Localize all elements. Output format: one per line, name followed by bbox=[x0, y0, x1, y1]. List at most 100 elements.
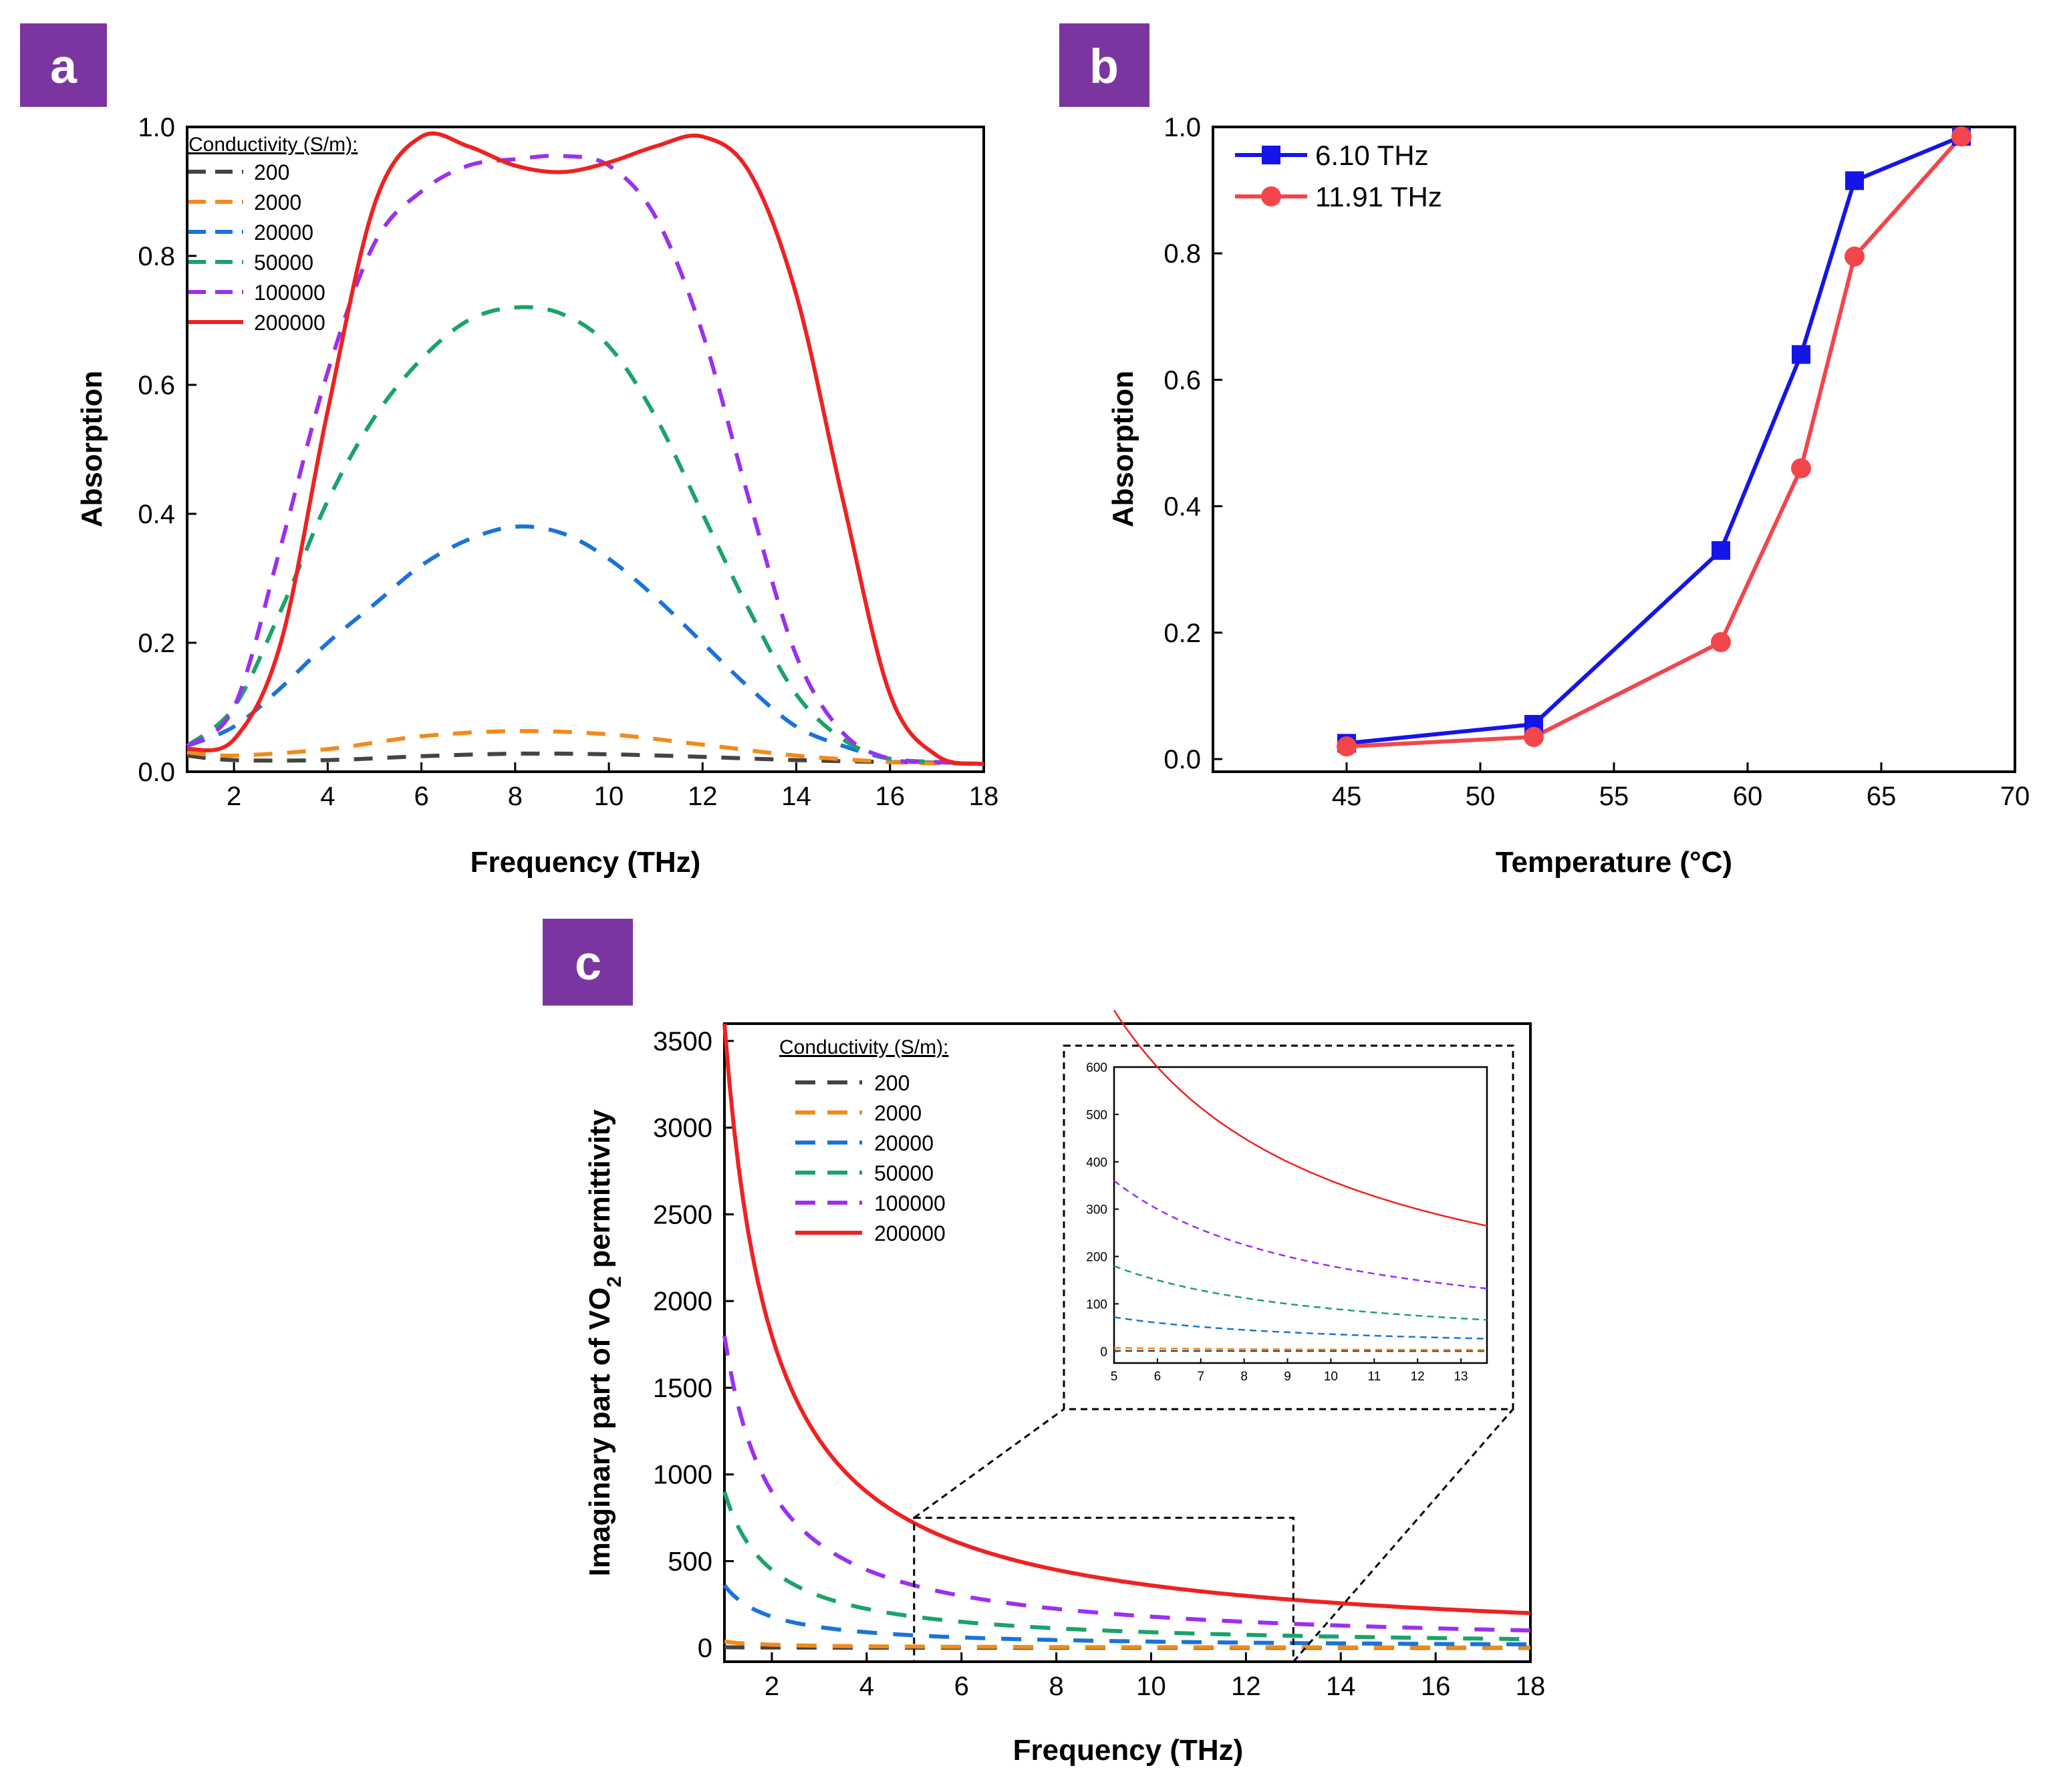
plot-frame bbox=[1213, 127, 2015, 772]
data-point-square bbox=[1712, 541, 1730, 560]
x-tick-label: 45 bbox=[1332, 782, 1362, 811]
inset-x-tick-label: 10 bbox=[1324, 1370, 1338, 1384]
data-point-circle bbox=[1711, 632, 1731, 652]
legend-label-200000: 200000 bbox=[254, 311, 325, 335]
data-point-circle bbox=[1524, 727, 1544, 747]
legend-label-200: 200 bbox=[254, 160, 289, 184]
inset-x-tick-label: 5 bbox=[1111, 1370, 1118, 1384]
y-tick-label: 1500 bbox=[653, 1374, 712, 1403]
legend-label-20000: 20000 bbox=[874, 1131, 934, 1155]
x-axis-label: Frequency (THz) bbox=[470, 846, 701, 879]
series-line-50000 bbox=[187, 307, 984, 764]
x-axis-label: Frequency (THz) bbox=[1013, 1734, 1244, 1767]
inset-x-tick-label: 8 bbox=[1240, 1370, 1248, 1384]
legend-title: Conductivity (S/m): bbox=[188, 134, 358, 156]
panel-a-badge-label: a bbox=[50, 40, 78, 94]
x-tick-label: 14 bbox=[781, 782, 811, 811]
inset-x-tick-label: 12 bbox=[1411, 1370, 1425, 1384]
inset-y-tick-label: 0 bbox=[1100, 1345, 1107, 1359]
legend-label-6-10: 6.10 THz bbox=[1315, 140, 1429, 171]
series-line-2000 bbox=[187, 731, 984, 764]
x-tick-label: 10 bbox=[594, 782, 624, 811]
inset-y-tick-label: 200 bbox=[1086, 1251, 1107, 1265]
inset-x-tick-label: 9 bbox=[1284, 1370, 1291, 1384]
data-point-circle bbox=[1337, 736, 1357, 756]
x-tick-label: 70 bbox=[2000, 782, 2030, 811]
legend-label-50000: 50000 bbox=[254, 251, 313, 275]
y-tick-label: 3000 bbox=[653, 1114, 712, 1143]
legend-label-50000: 50000 bbox=[874, 1161, 934, 1185]
y-tick-label: 2500 bbox=[653, 1200, 712, 1229]
y-tick-label: 1.0 bbox=[1164, 113, 1201, 142]
legend-marker-square bbox=[1262, 146, 1280, 164]
x-axis-label: Temperature (°C) bbox=[1496, 846, 1732, 879]
x-tick-label: 6 bbox=[414, 782, 428, 811]
inset-y-tick-label: 500 bbox=[1086, 1108, 1107, 1123]
panel-b-badge-label: b bbox=[1089, 40, 1119, 94]
series-group bbox=[1337, 126, 1971, 756]
y-tick-label: 0.8 bbox=[138, 242, 175, 271]
y-axis-label-main: Imaginary part of VO bbox=[583, 1288, 616, 1577]
series-line-20000 bbox=[187, 527, 984, 764]
x-tick-label: 10 bbox=[1136, 1672, 1166, 1701]
data-point-square bbox=[1845, 171, 1864, 190]
inset-x-tick-label: 6 bbox=[1154, 1370, 1162, 1384]
x-tick-label: 18 bbox=[969, 782, 999, 811]
x-tick-label: 8 bbox=[1049, 1672, 1063, 1701]
legend-label-200000: 200000 bbox=[874, 1221, 946, 1245]
y-tick-label: 0.2 bbox=[138, 629, 175, 658]
x-tick-label: 18 bbox=[1516, 1672, 1546, 1701]
x-tick-label: 4 bbox=[320, 782, 335, 811]
y-tick-label: 1000 bbox=[653, 1461, 712, 1490]
x-tick-label: 6 bbox=[954, 1672, 969, 1701]
legend-marker-circle bbox=[1261, 186, 1281, 206]
inset-dashed-border bbox=[1064, 1046, 1513, 1409]
y-tick-label: 0.6 bbox=[138, 371, 175, 400]
y-tick-label: 0.0 bbox=[138, 758, 175, 787]
x-tick-label: 65 bbox=[1867, 782, 1897, 811]
y-axis-label: Imaginary part of VO2 permittivity bbox=[583, 1109, 626, 1576]
legend-label-2000: 2000 bbox=[254, 190, 301, 214]
panel-c-badge-label: c bbox=[575, 937, 601, 990]
inset-y-tick-label: 600 bbox=[1086, 1061, 1107, 1075]
x-tick-label: 14 bbox=[1326, 1672, 1356, 1701]
legend-label-200: 200 bbox=[874, 1071, 910, 1095]
legend: Conductivity (S/m): 200 2000 20000 50000… bbox=[188, 134, 358, 335]
y-tick-label: 0.4 bbox=[138, 500, 175, 529]
x-tick-label: 60 bbox=[1733, 782, 1763, 811]
y-axis-label-tail: permittivity bbox=[583, 1109, 616, 1276]
series-line-11-91-thz bbox=[1347, 136, 1961, 746]
x-tick-label: 4 bbox=[859, 1672, 874, 1701]
legend: Conductivity (S/m): 200 2000 20000 50000… bbox=[779, 1036, 948, 1245]
y-tick-label: 2000 bbox=[653, 1287, 712, 1316]
zoom-rectangle bbox=[914, 1518, 1294, 1662]
y-axis-label: Absorption bbox=[76, 371, 108, 528]
series-line-6-10-thz bbox=[1347, 136, 1961, 743]
zoom-guide-line bbox=[1293, 1409, 1513, 1662]
y-tick-label: 500 bbox=[668, 1547, 712, 1576]
x-tick-label: 12 bbox=[1231, 1672, 1261, 1701]
inset-x-tick-label: 11 bbox=[1367, 1370, 1381, 1384]
legend-label-11-91: 11.91 THz bbox=[1315, 181, 1442, 212]
data-point-square bbox=[1792, 345, 1810, 364]
x-tick-label: 50 bbox=[1466, 782, 1496, 811]
inset-x-tick-label: 13 bbox=[1454, 1370, 1468, 1384]
legend-label-100000: 100000 bbox=[254, 281, 325, 305]
inset-y-tick-label: 400 bbox=[1086, 1156, 1107, 1170]
legend-title: Conductivity (S/m): bbox=[779, 1036, 948, 1058]
inset-y-tick-label: 100 bbox=[1086, 1298, 1107, 1312]
inset-x-tick-label: 7 bbox=[1197, 1370, 1204, 1384]
x-tick-label: 16 bbox=[875, 782, 906, 811]
x-tick-label: 2 bbox=[765, 1672, 779, 1701]
data-point-circle bbox=[1791, 458, 1811, 478]
y-tick-label: 1.0 bbox=[138, 113, 175, 142]
y-axis-label: Absorption bbox=[1107, 371, 1139, 528]
y-tick-label: 0.8 bbox=[1164, 239, 1201, 269]
y-tick-label: 3500 bbox=[653, 1027, 712, 1056]
